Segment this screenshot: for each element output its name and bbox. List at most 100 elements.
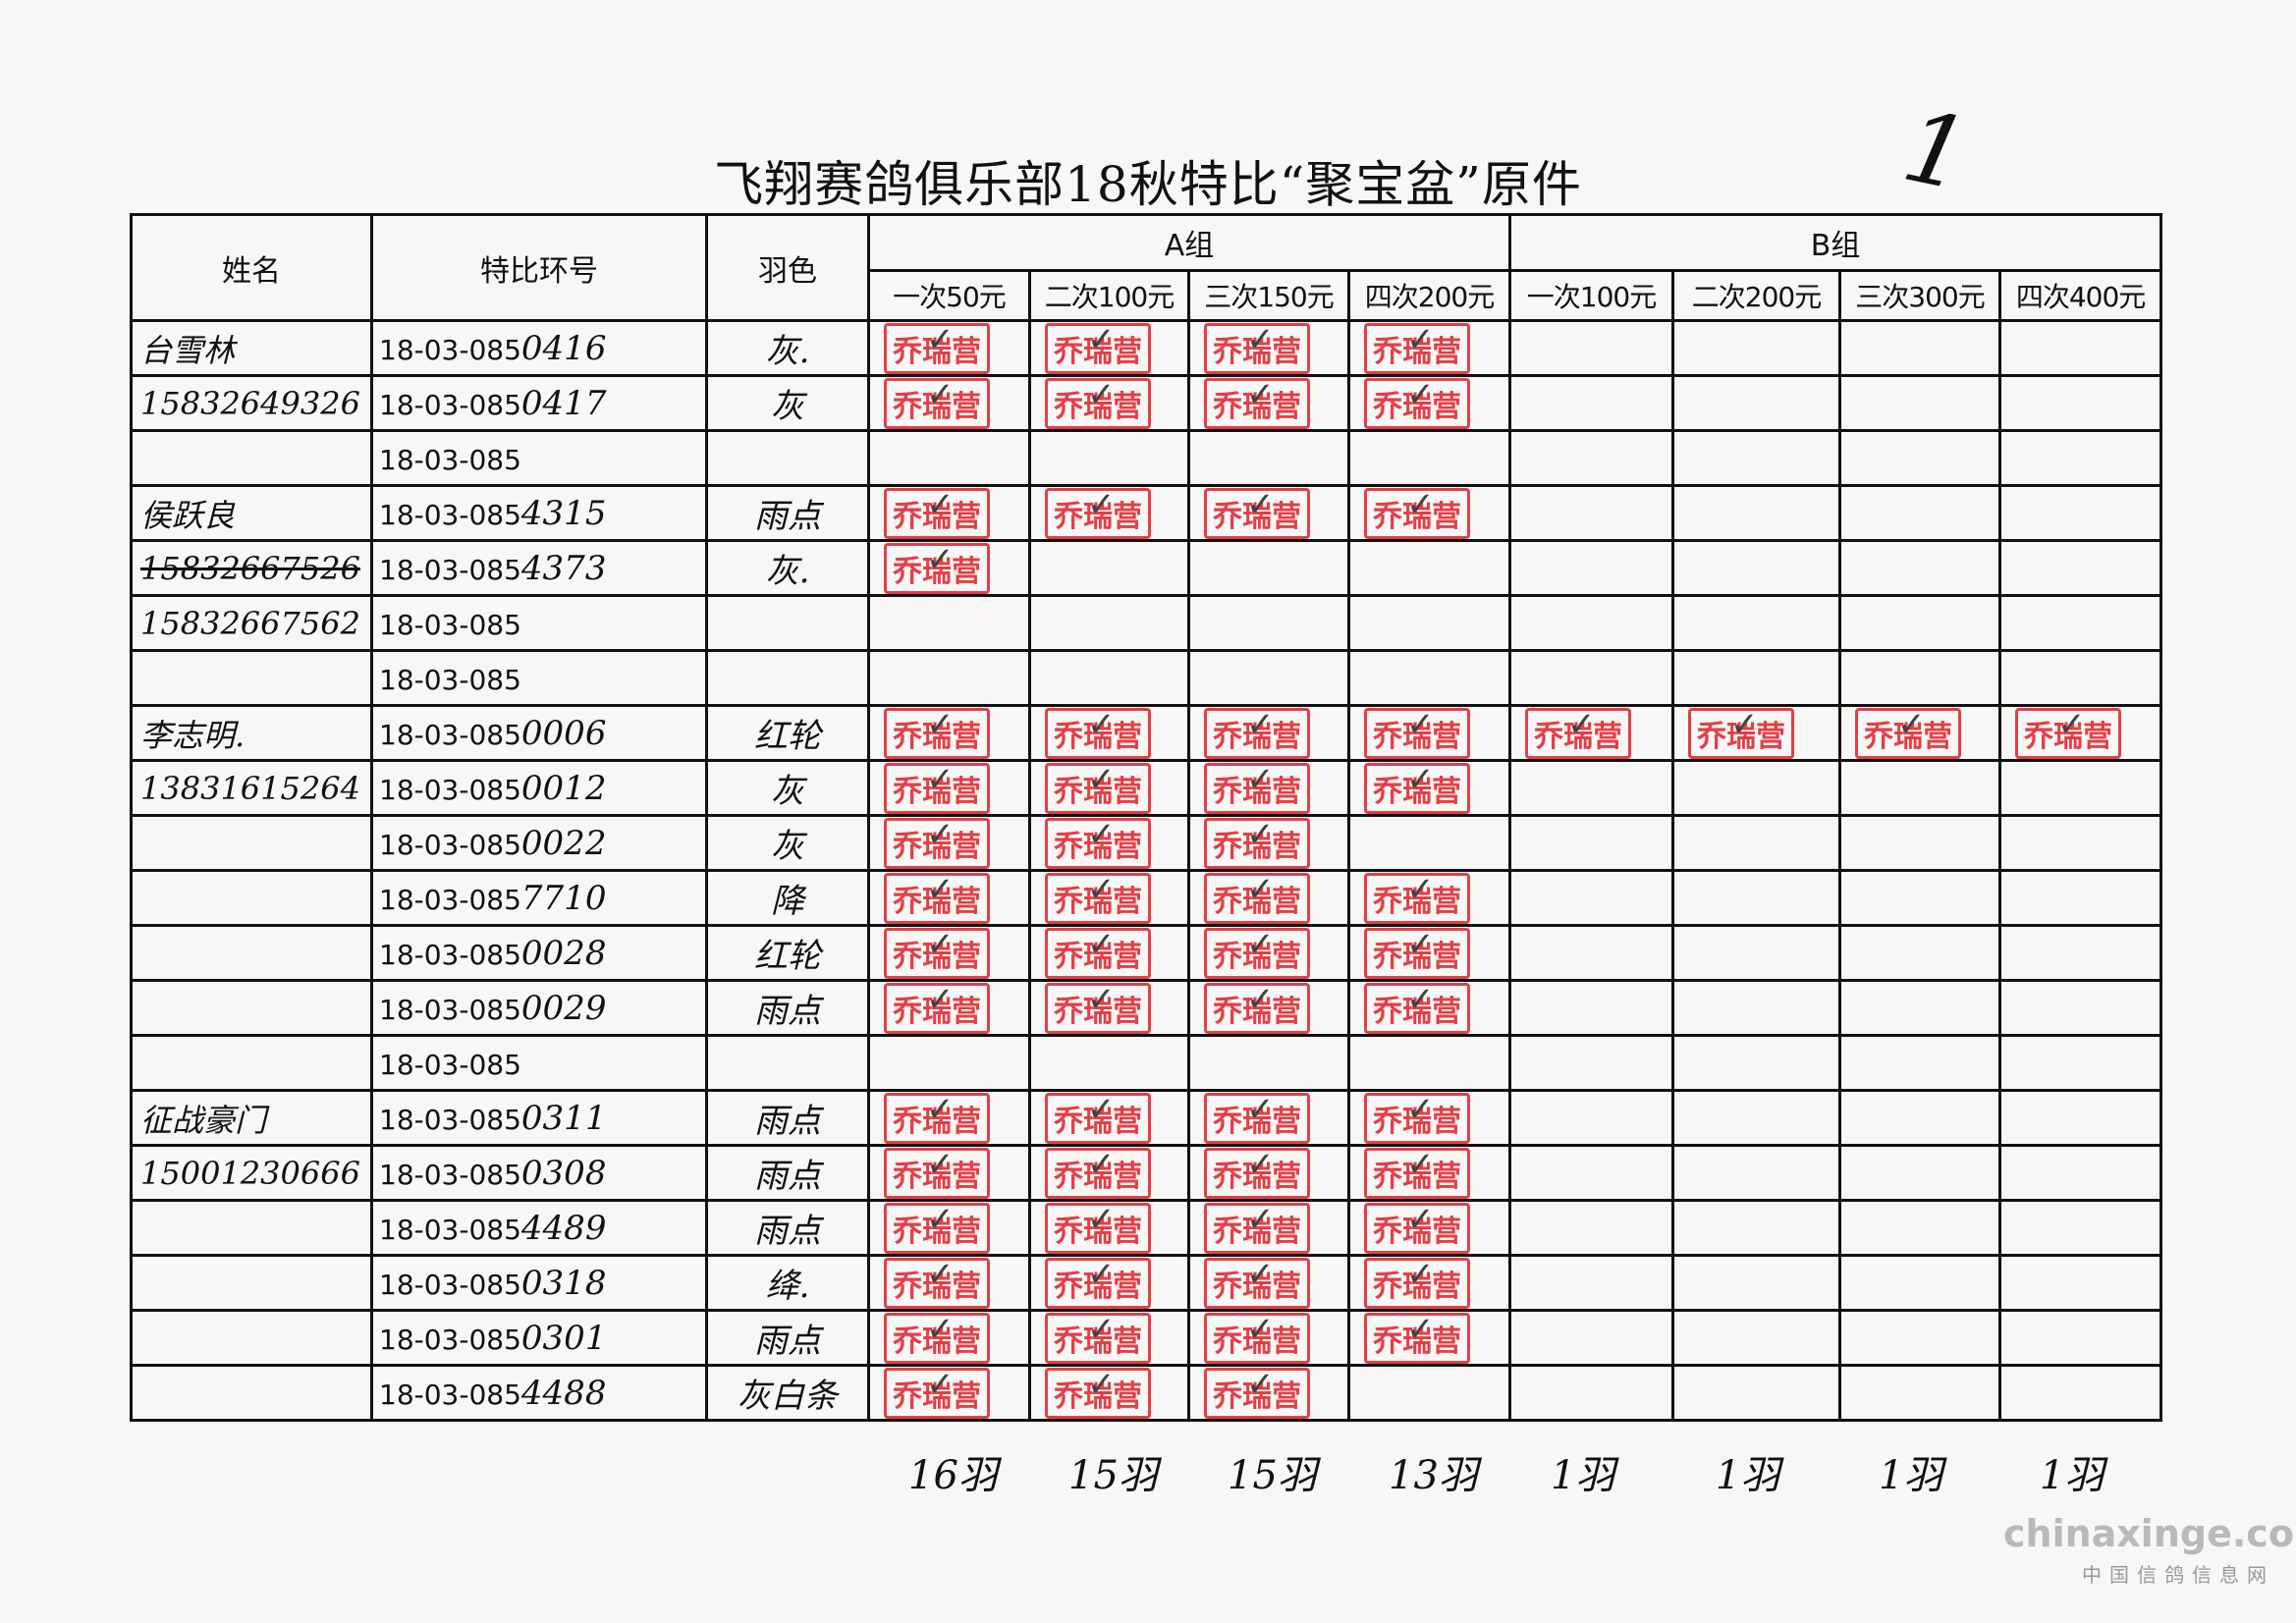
ring-suffix: 4373 <box>520 548 607 588</box>
check-mark-icon: ✓ <box>926 704 955 744</box>
check-mark-icon: ✓ <box>2057 704 2086 744</box>
group-a-round-2-cell: 乔瑞营 ✓ <box>1028 814 1190 872</box>
check-mark-icon: ✓ <box>1406 1089 1435 1129</box>
header-group-b: B组 <box>1508 213 2163 272</box>
check-mark-icon: ✓ <box>1087 1144 1116 1184</box>
check-mark-icon: ✓ <box>926 1309 955 1349</box>
group-b-round-1-cell <box>1508 814 1675 872</box>
header-a-3: 三次150元 <box>1187 268 1350 323</box>
check-mark-icon: ✓ <box>926 869 955 909</box>
table-row: 台雪林 18-03-0850416 灰. 乔瑞营 ✓ 乔瑞营 ✓ 乔瑞营 ✓ 乔瑞营 ✓ <box>130 319 2163 377</box>
group-b-round-4-cell <box>1998 814 2163 872</box>
entry-table: 姓名 特比环号 羽色 A组 B组 一次50元 二次100元 三次150元 四次2… <box>130 213 2163 1422</box>
group-b-round-2-cell <box>1671 869 1842 927</box>
group-a-round-4-cell: 乔瑞营 ✓ <box>1346 979 1512 1037</box>
group-b-round-3-cell <box>1838 374 2002 432</box>
group-b-round-2-cell <box>1671 1034 1842 1092</box>
stamp-mark: 乔瑞营 ✓ <box>1364 925 1470 979</box>
feather-color-cell: 红轮 <box>705 924 870 982</box>
group-a-round-4-cell: 乔瑞营 ✓ <box>1346 1309 1512 1367</box>
check-mark-icon: ✓ <box>926 374 955 414</box>
group-a-round-2-cell: 乔瑞营 ✓ <box>1028 374 1190 432</box>
owner-cell: 15001230666 <box>130 1144 373 1202</box>
stamp-mark: 乔瑞营 ✓ <box>1364 1254 1470 1309</box>
stamp-mark: 乔瑞营 ✓ <box>1045 980 1151 1034</box>
group-b-round-3-cell <box>1838 1144 2002 1202</box>
group-a-round-2-cell <box>1028 649 1190 707</box>
ring-suffix: 0318 <box>520 1263 607 1303</box>
group-a-round-4-cell: 乔瑞营 ✓ <box>1346 924 1512 982</box>
group-a-round-3-cell: 乔瑞营 ✓ <box>1187 374 1350 432</box>
group-a-round-1-cell: 乔瑞营 ✓ <box>867 484 1031 542</box>
group-a-round-1-cell: 乔瑞营 ✓ <box>867 869 1031 927</box>
group-b-round-4-cell <box>1998 319 2163 377</box>
owner-cell: 李志明. <box>130 704 373 762</box>
group-b-round-3-cell <box>1838 1034 2002 1092</box>
group-b-round-4-cell <box>1998 1199 2163 1257</box>
group-a-round-3-cell <box>1187 539 1350 597</box>
header-a-2: 二次100元 <box>1028 268 1190 323</box>
feather-color-cell: 雨点 <box>705 484 870 542</box>
group-b-round-3-cell <box>1838 484 2002 542</box>
stamp-mark: 乔瑞营 ✓ <box>884 980 990 1034</box>
stamp-mark: 乔瑞营 ✓ <box>1364 760 1470 814</box>
feather-color-cell: 降 <box>705 869 870 927</box>
ring-number-cell: 18-03-0850318 <box>370 1254 708 1312</box>
header-b-3: 三次300元 <box>1838 268 2002 323</box>
stamp-mark: 乔瑞营 ✓ <box>1045 704 1151 759</box>
check-mark-icon: ✓ <box>1406 1199 1435 1239</box>
group-a-round-3-cell: 乔瑞营 ✓ <box>1187 1199 1350 1257</box>
check-mark-icon: ✓ <box>926 814 955 854</box>
group-b-round-2-cell <box>1671 1089 1842 1147</box>
check-mark-icon: ✓ <box>1087 924 1116 964</box>
group-a-round-1-cell: 乔瑞营 ✓ <box>867 814 1031 872</box>
ring-prefix: 18-03-085 <box>379 1158 521 1191</box>
group-a-round-2-cell: 乔瑞营 ✓ <box>1028 979 1190 1037</box>
group-a-round-2-cell: 乔瑞营 ✓ <box>1028 1309 1190 1367</box>
group-b-round-2-cell <box>1671 484 1842 542</box>
group-b-round-4-cell <box>1998 1364 2163 1422</box>
header-a-4: 四次200元 <box>1346 268 1512 323</box>
group-b-round-1-cell: 乔瑞营 ✓ <box>1508 704 1675 762</box>
owner-cell: 15832667562 <box>130 594 373 652</box>
ring-number-cell: 18-03-0850417 <box>370 374 708 432</box>
group-b-round-2-cell <box>1671 1309 1842 1367</box>
group-a-round-4-cell <box>1346 429 1512 487</box>
stamp-mark: 乔瑞营 ✓ <box>1045 924 1151 979</box>
check-mark-icon: ✓ <box>926 319 955 359</box>
owner-cell <box>130 1034 373 1092</box>
group-b-round-3-cell <box>1838 594 2002 652</box>
group-a-round-3-cell: 乔瑞营 ✓ <box>1187 924 1350 982</box>
stamp-mark: 乔瑞营 ✓ <box>1045 320 1151 374</box>
group-a-round-2-cell <box>1028 539 1190 597</box>
stamp-mark: 乔瑞营 ✓ <box>1688 705 1795 759</box>
ring-number-cell: 18-03-0850301 <box>370 1309 708 1367</box>
check-mark-icon: ✓ <box>1087 704 1116 744</box>
group-b-round-1-cell <box>1508 1089 1675 1147</box>
column-total: 1羽 <box>1551 1453 1615 1498</box>
stamp-mark: 乔瑞营 ✓ <box>1204 705 1310 759</box>
check-mark-icon: ✓ <box>1087 869 1116 909</box>
column-total: 1羽 <box>2040 1453 2105 1498</box>
table-row: 18-03-0850318 绛. 乔瑞营 ✓ 乔瑞营 ✓ 乔瑞营 ✓ 乔瑞营 ✓ <box>130 1254 2163 1312</box>
watermark-name: 中国信鸽信息网 <box>2082 1563 2274 1587</box>
ring-prefix: 18-03-085 <box>379 773 521 806</box>
header-color: 羽色 <box>705 213 870 322</box>
check-mark-icon: ✓ <box>1406 1309 1435 1349</box>
ring-number-cell: 18-03-0850416 <box>370 319 708 377</box>
ring-suffix: 0417 <box>520 383 607 423</box>
stamp-mark: 乔瑞营 ✓ <box>884 1090 990 1144</box>
stamp-mark: 乔瑞营 ✓ <box>1364 1199 1470 1254</box>
header-name: 姓名 <box>130 213 373 322</box>
table-row: 18-03-0850022 灰乔瑞营 ✓ 乔瑞营 ✓ 乔瑞营 ✓ <box>130 814 2163 872</box>
group-b-round-4-cell <box>1998 649 2163 707</box>
check-mark-icon: ✓ <box>1406 1254 1435 1294</box>
ring-prefix: 18-03-085 <box>379 608 521 641</box>
column-totals: 16羽 15羽 15羽 13羽 1羽 1羽 1羽 1羽 <box>0 1443 2296 1502</box>
group-b-round-3-cell <box>1838 539 2002 597</box>
stamp-mark: 乔瑞营 ✓ <box>1855 705 1962 759</box>
ring-prefix: 18-03-085 <box>379 1268 521 1301</box>
table-row: 15832667526 18-03-0854373 灰. 乔瑞营 ✓ <box>130 539 2163 597</box>
group-b-round-1-cell <box>1508 539 1675 597</box>
check-mark-icon: ✓ <box>1246 1309 1275 1349</box>
